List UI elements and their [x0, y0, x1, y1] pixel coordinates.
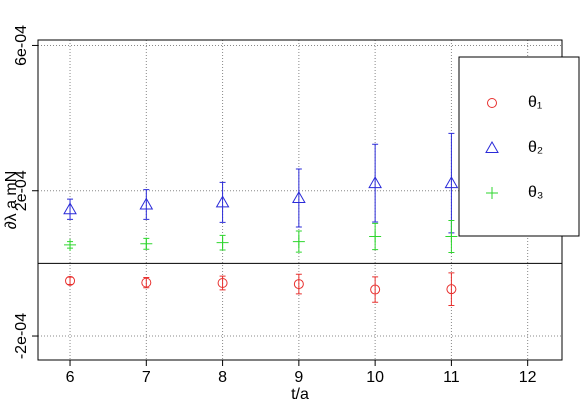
y-tick-label: 2e-04 — [13, 170, 30, 211]
error-bar — [67, 198, 74, 220]
error-bar — [295, 273, 302, 295]
error-bar — [67, 276, 74, 285]
x-axis-label: t/a — [291, 386, 309, 403]
point — [291, 190, 306, 204]
y-tick-label: 6e-04 — [13, 25, 30, 66]
error-bar — [143, 189, 150, 220]
x-tick-label: 12 — [519, 369, 537, 386]
point — [139, 197, 154, 210]
legend-symbol — [486, 187, 498, 199]
legend-symbol — [485, 140, 499, 153]
point — [65, 275, 76, 286]
point — [444, 176, 459, 189]
legend-label: θ₃ — [528, 184, 543, 201]
error-bar — [143, 277, 150, 289]
legend-box — [458, 56, 580, 237]
point — [217, 277, 228, 288]
error-bar — [372, 276, 379, 303]
x-tick-label: 10 — [366, 369, 384, 386]
point — [293, 279, 304, 290]
y-tick-label: -2e-04 — [13, 313, 30, 359]
legend-label: θ₁ — [528, 94, 542, 111]
y-axis-label: ∂λ a mN — [3, 171, 20, 230]
x-tick-label: 7 — [142, 369, 151, 386]
point — [368, 176, 382, 189]
point — [215, 195, 230, 208]
point — [141, 277, 152, 288]
error-bar — [448, 272, 455, 307]
point — [445, 230, 458, 243]
point — [292, 235, 305, 248]
legend: θ₁ θ₂ θ₃ — [458, 56, 580, 237]
point — [64, 238, 77, 251]
point — [216, 236, 229, 249]
error-bar — [219, 181, 226, 223]
error-bar — [295, 168, 302, 228]
point — [370, 284, 381, 295]
legend-label: θ₂ — [528, 139, 543, 156]
error-bar — [448, 132, 455, 234]
legend-symbol — [487, 98, 497, 108]
x-tick-label: 6 — [66, 369, 75, 386]
point — [446, 284, 457, 295]
point — [63, 202, 77, 215]
x-tick-label: 8 — [218, 369, 227, 386]
error-bar — [372, 143, 379, 223]
x-tick-label: 11 — [443, 369, 460, 386]
x-tick-label: 9 — [294, 369, 303, 386]
point — [140, 237, 153, 250]
point — [369, 230, 382, 243]
